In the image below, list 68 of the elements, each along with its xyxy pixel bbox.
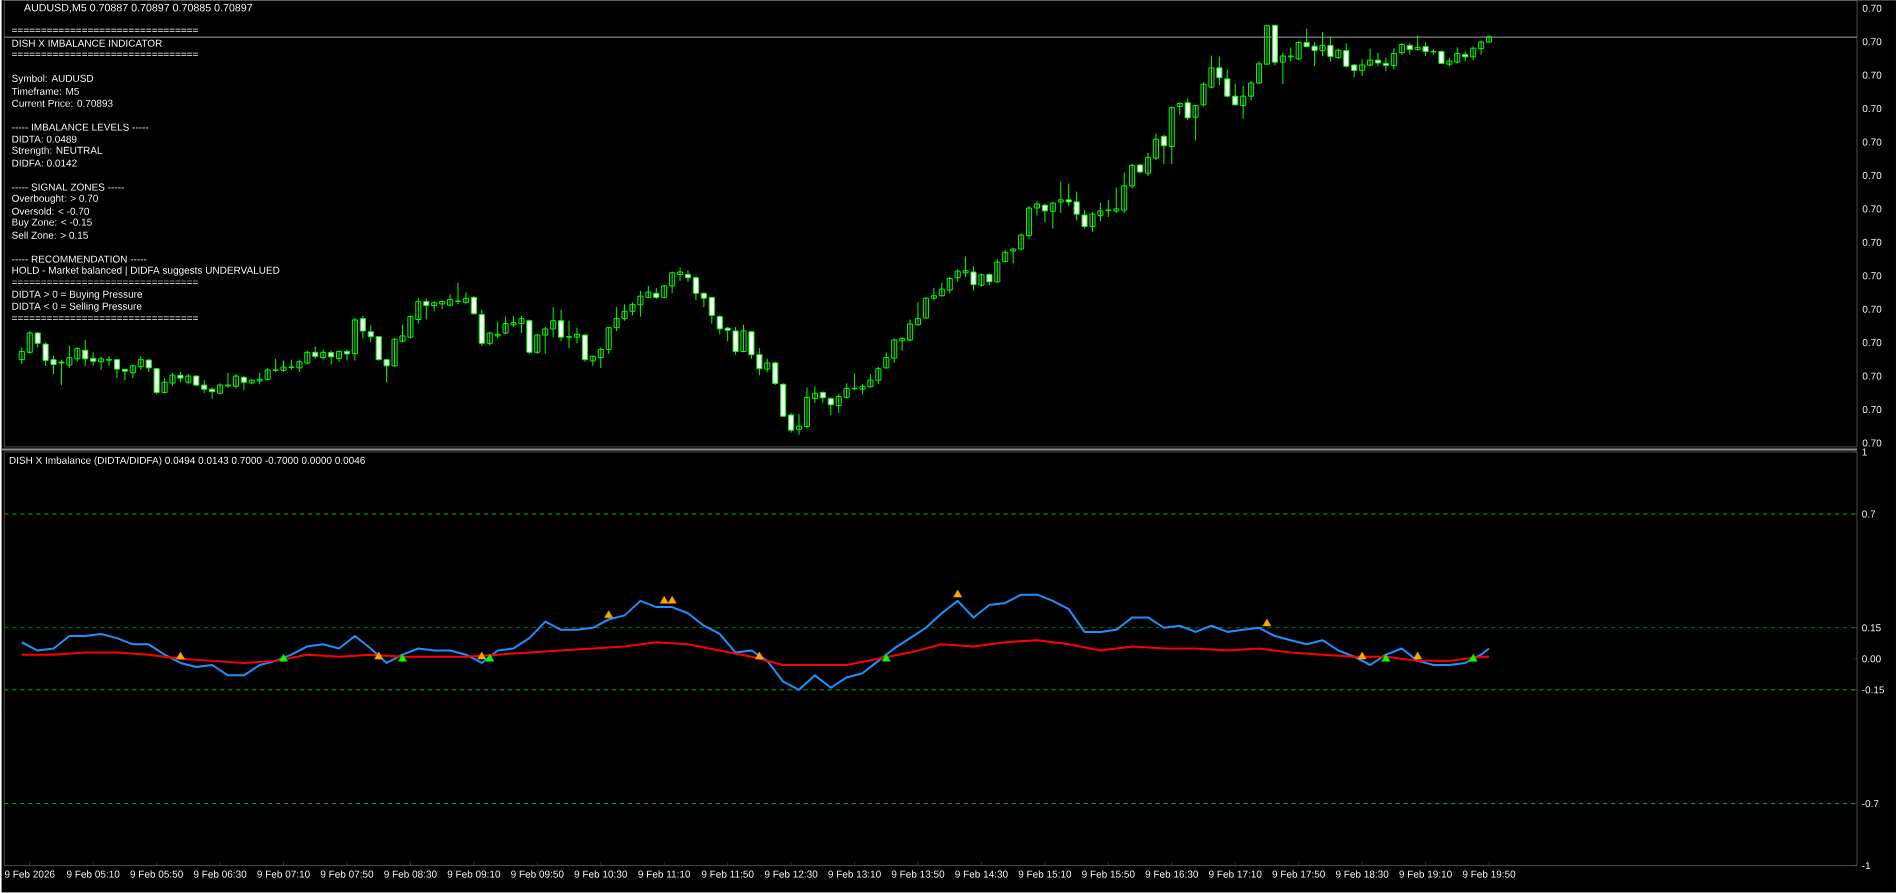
text: 0.70: [1862, 205, 1882, 213]
text: 0.70: [1862, 339, 1882, 347]
annotation: ----- RECOMMENDATION -----: [12, 255, 147, 263]
annotation: ----- IMBALANCE LEVELS -----: [12, 123, 149, 131]
x-tick-label: 9 Feb 13:50: [891, 870, 945, 878]
annotation: DISH X IMBALANCE INDICATOR: [12, 39, 162, 47]
x-tick-label: 9 Feb 17:50: [1272, 870, 1325, 878]
x-tick-label: 9 Feb 05:50: [130, 870, 183, 878]
y-tick-label: -1: [1862, 862, 1871, 870]
annotation: ================================: [12, 52, 198, 57]
annotation: ================================: [12, 29, 198, 33]
x-tick-label: 9 Feb 12:30: [764, 870, 818, 878]
x-tick-label: 9 Feb 11:10: [638, 870, 691, 878]
text: 0.70: [1862, 38, 1882, 46]
text: 0.70: [1862, 439, 1882, 447]
x-tick-label: 9 Feb 08:30: [384, 870, 437, 878]
annotation: DIDFA: 0.0142: [12, 159, 77, 167]
x-tick-label: 9 Feb 10:30: [574, 870, 628, 878]
x-tick-label: 9 Feb 17:10: [1209, 870, 1262, 878]
annotation: ================================: [12, 316, 198, 321]
text: 0.70: [1862, 238, 1882, 247]
x-tick-label: 9 Feb 09:50: [511, 870, 564, 878]
text: 0.70: [1862, 138, 1882, 146]
annotation: HOLD - Market balanced | DIDFA suggests UNDERVALUED: [12, 266, 280, 276]
text: 0.70: [1862, 105, 1882, 113]
x-tick-label: 9 Feb 2026: [4, 870, 55, 878]
x-tick-label: 9 Feb 19:10: [1399, 870, 1452, 878]
annotation: DIDTA > 0 = Buying Pressure: [12, 290, 143, 300]
chart-title: DISH X Imbalance (DIDTA/DIDFA) 0.0494 0.0143 0.7000 -0.7000 0.0000 0.0046: [9, 456, 365, 467]
text: 0.70: [1862, 172, 1882, 180]
annotation: DIDTA: 0.0489: [12, 135, 77, 143]
text: 0.70: [1862, 71, 1882, 79]
x-tick-label: 9 Feb 11:50: [701, 870, 754, 878]
y-tick-label: 0.15: [1862, 624, 1881, 632]
x-tick-label: 9 Feb 16:30: [1145, 870, 1199, 878]
annotation: ================================: [12, 280, 198, 285]
annotation: Strength: NEUTRAL: [12, 146, 103, 156]
x-tick-label: 9 Feb 05:10: [66, 870, 120, 878]
x-tick-label: 9 Feb 14:30: [955, 870, 1008, 878]
annotation: Buy Zone: < -0.15: [12, 218, 92, 228]
y-tick-label: 0.00: [1862, 655, 1881, 663]
x-tick-label: 9 Feb 06:30: [193, 870, 247, 878]
text: 0.70: [1862, 4, 1882, 12]
y-tick-label: -0.7: [1862, 800, 1879, 808]
x-tick-label: 9 Feb 07:50: [320, 870, 374, 878]
annotation: Timeframe: M5: [11, 87, 79, 96]
annotation: Oversold: < -0.70: [12, 207, 90, 215]
chart-title: AUDUSD,M5 0.70887 0.70897 0.70885 0.70897: [23, 4, 253, 13]
annotation: DIDTA < 0 = Selling Pressure: [12, 302, 142, 312]
annotation: Overbought: > 0.70: [12, 194, 98, 204]
x-tick-label: 9 Feb 19:50: [1462, 870, 1516, 878]
text: 0.70: [1862, 305, 1882, 313]
x-tick-label: 9 Feb 15:10: [1018, 870, 1072, 878]
x-tick-label: 9 Feb 13:10: [828, 870, 881, 878]
x-tick-label: 9 Feb 15:50: [1082, 870, 1135, 878]
y-tick-label: 0.7: [1862, 510, 1876, 518]
text: 0.70: [1862, 372, 1882, 380]
text: 0.70: [1862, 272, 1882, 280]
annotation: ----- SIGNAL ZONES -----: [12, 183, 124, 191]
x-tick-label: 9 Feb 09:10: [447, 870, 501, 878]
text: 0.70: [1862, 406, 1882, 414]
annotation: Symbol: AUDUSD: [12, 74, 94, 85]
annotation: Sell Zone: > 0.15: [12, 231, 88, 239]
y-tick-label: 1: [1862, 448, 1867, 456]
annotation: Current Price: 0.70893: [12, 99, 113, 108]
y-tick-label: -0.15: [1862, 686, 1885, 694]
x-tick-label: 9 Feb 07:10: [257, 870, 310, 878]
x-tick-label: 9 Feb 18:30: [1335, 870, 1389, 878]
